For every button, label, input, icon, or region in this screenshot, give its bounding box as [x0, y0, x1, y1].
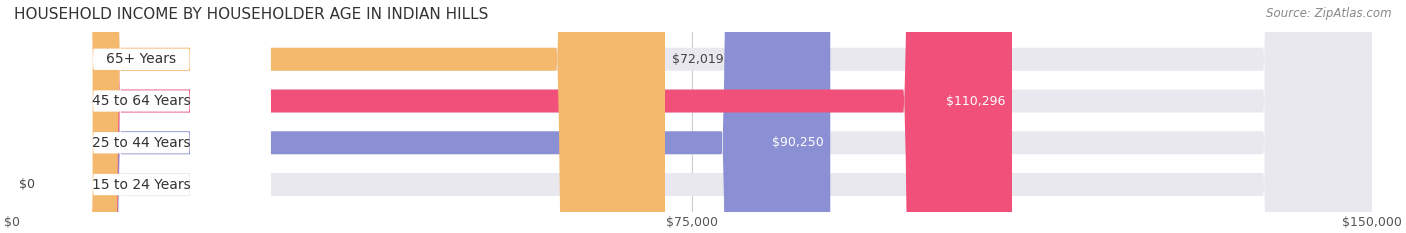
FancyBboxPatch shape [13, 0, 1372, 233]
FancyBboxPatch shape [13, 0, 665, 233]
FancyBboxPatch shape [13, 0, 831, 233]
Text: 45 to 64 Years: 45 to 64 Years [91, 94, 191, 108]
FancyBboxPatch shape [13, 0, 270, 233]
FancyBboxPatch shape [13, 0, 1372, 233]
FancyBboxPatch shape [13, 0, 270, 233]
Text: $110,296: $110,296 [946, 95, 1005, 107]
FancyBboxPatch shape [13, 0, 1372, 233]
Text: Source: ZipAtlas.com: Source: ZipAtlas.com [1267, 7, 1392, 20]
Text: HOUSEHOLD INCOME BY HOUSEHOLDER AGE IN INDIAN HILLS: HOUSEHOLD INCOME BY HOUSEHOLDER AGE IN I… [14, 7, 488, 22]
FancyBboxPatch shape [13, 0, 270, 233]
Text: 15 to 24 Years: 15 to 24 Years [91, 178, 191, 192]
Text: $90,250: $90,250 [772, 136, 824, 149]
Text: $0: $0 [18, 178, 35, 191]
Text: $72,019: $72,019 [672, 53, 724, 66]
FancyBboxPatch shape [13, 0, 1012, 233]
FancyBboxPatch shape [13, 0, 1372, 233]
Text: 25 to 44 Years: 25 to 44 Years [91, 136, 191, 150]
FancyBboxPatch shape [13, 0, 270, 233]
Text: 65+ Years: 65+ Years [107, 52, 176, 66]
